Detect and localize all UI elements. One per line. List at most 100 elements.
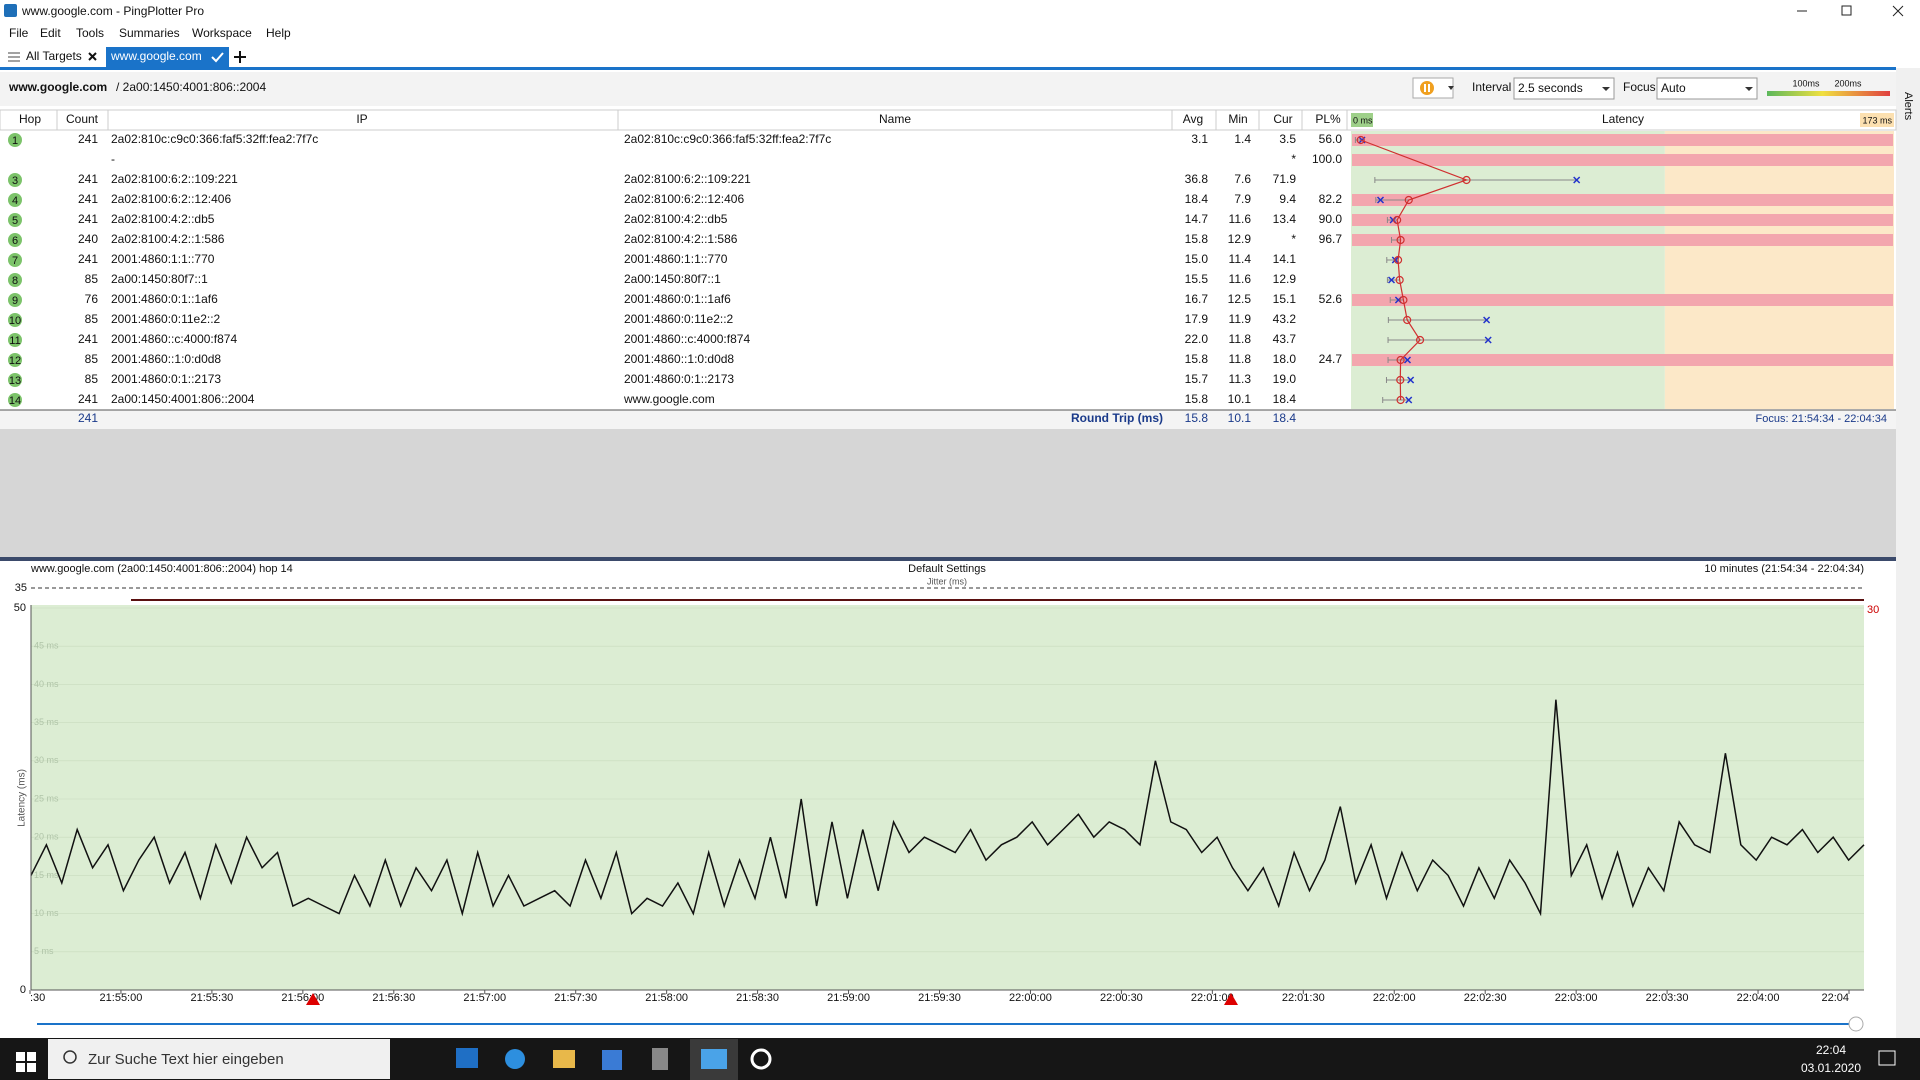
settings-icon[interactable] bbox=[750, 1048, 772, 1070]
interval-value[interactable]: 2.5 seconds bbox=[1518, 81, 1583, 95]
ip-cell: 2a02:810c:c9c0:366:faf5:32ff:fea2:7f7c bbox=[111, 132, 318, 146]
pause-icon bbox=[1420, 81, 1434, 95]
avg-marker bbox=[1393, 215, 1402, 225]
notifications[interactable] bbox=[1878, 1050, 1896, 1066]
hop-number: 4 bbox=[12, 195, 18, 207]
cur-cell: 43.7 bbox=[1273, 332, 1297, 346]
cur-cell: 19.0 bbox=[1273, 372, 1297, 386]
scroll-thumb[interactable] bbox=[1848, 1016, 1864, 1032]
splitter[interactable] bbox=[0, 557, 1896, 561]
ip-cell: 2001:4860:1:1::770 bbox=[111, 252, 215, 266]
tab[interactable]: www.google.com bbox=[110, 49, 202, 63]
column-header[interactable]: Avg bbox=[1183, 112, 1203, 126]
active-tab[interactable] bbox=[106, 47, 229, 67]
name-cell: 2a02:8100:4:2::1:586 bbox=[624, 232, 738, 246]
min-cell: 12.9 bbox=[1228, 232, 1252, 246]
hop-badge bbox=[8, 253, 22, 267]
explorer-icon[interactable] bbox=[553, 1050, 575, 1068]
packet-loss-bar bbox=[1352, 154, 1893, 166]
min-cell: 1.4 bbox=[1234, 132, 1251, 146]
pl-cell: 24.7 bbox=[1319, 352, 1343, 366]
column-header[interactable]: IP bbox=[356, 112, 367, 126]
ip-cell: 2a02:8100:4:2::1:586 bbox=[111, 232, 225, 246]
current-marker bbox=[1405, 396, 1413, 404]
ip-cell: 2001:4860::1:0:d0d8 bbox=[111, 352, 221, 366]
x-tick-label: 21:58:00 bbox=[645, 992, 688, 1004]
threshold-bar bbox=[1767, 91, 1890, 96]
min-cell: 11.8 bbox=[1229, 352, 1252, 366]
tabs-menu[interactable] bbox=[8, 52, 20, 62]
tab-close[interactable] bbox=[88, 52, 97, 61]
min-cell: 7.6 bbox=[1234, 172, 1251, 186]
column-header[interactable]: Latency bbox=[1602, 112, 1644, 126]
menu-item[interactable]: Tools bbox=[76, 26, 104, 40]
min-cell: 11.6 bbox=[1229, 212, 1252, 226]
pause-drop[interactable] bbox=[1448, 86, 1454, 90]
x-tick-label: :30 bbox=[30, 992, 45, 1004]
jitter-label: Jitter (ms) bbox=[927, 576, 967, 586]
current-marker bbox=[1376, 196, 1385, 204]
pingplotter-icon bbox=[701, 1049, 727, 1069]
search-box[interactable] bbox=[48, 1039, 390, 1079]
column-header[interactable]: Hop bbox=[19, 112, 41, 126]
table-header bbox=[0, 109, 1897, 131]
x-tick-label: 22:02:00 bbox=[1373, 992, 1416, 1004]
name-cell: 2001:4860:0:1::2173 bbox=[624, 372, 734, 386]
graph-title: www.google.com (2a00:1450:4001:806::2004… bbox=[30, 563, 293, 575]
current-marker bbox=[1407, 376, 1415, 384]
menu-item[interactable]: File bbox=[9, 26, 29, 40]
close[interactable] bbox=[1892, 5, 1904, 17]
restore[interactable] bbox=[1841, 5, 1852, 16]
current-marker bbox=[1387, 276, 1396, 284]
cur-cell: * bbox=[1291, 232, 1296, 246]
hop-number: 6 bbox=[12, 235, 18, 247]
jitter-left: 35 bbox=[15, 582, 27, 594]
start-button[interactable] bbox=[16, 1052, 36, 1072]
cur-cell: * bbox=[1291, 152, 1296, 166]
ip-cell: 2001:4860:0:1::1af6 bbox=[111, 292, 218, 306]
x-tick-label: 21:57:00 bbox=[463, 992, 506, 1004]
x-tick-label: 22:04:00 bbox=[1737, 992, 1780, 1004]
ip-cell: - bbox=[111, 152, 115, 166]
focus-select[interactable] bbox=[1656, 77, 1758, 100]
add-tab[interactable] bbox=[234, 51, 246, 63]
search-placeholder[interactable]: Zur Suche Text hier eingeben bbox=[88, 1051, 284, 1068]
x-tick-label: 22:04 bbox=[1821, 992, 1849, 1004]
ip-cell: 2001:4860::c:4000:f874 bbox=[111, 332, 237, 346]
column-header[interactable]: Count bbox=[66, 112, 99, 126]
hop-badge bbox=[8, 313, 22, 327]
focus-value[interactable]: Auto bbox=[1661, 81, 1686, 95]
hop-badge bbox=[8, 393, 22, 407]
interval-select[interactable] bbox=[1513, 77, 1615, 100]
menu-item[interactable]: Edit bbox=[40, 26, 61, 40]
y-tick-label: 50 bbox=[14, 602, 26, 614]
column-header[interactable]: PL% bbox=[1315, 112, 1341, 126]
alerts-tab[interactable]: Alerts bbox=[1902, 92, 1914, 121]
outlook-icon[interactable] bbox=[456, 1048, 478, 1068]
menu-item[interactable]: Workspace bbox=[192, 26, 252, 40]
packet-loss-bar bbox=[1352, 214, 1893, 226]
threshold-label: 200ms bbox=[1834, 78, 1862, 88]
ip-cell: 2a02:8100:4:2::db5 bbox=[111, 212, 215, 226]
hop-badge bbox=[8, 213, 22, 227]
edge-icon[interactable] bbox=[505, 1049, 525, 1069]
store-icon[interactable] bbox=[602, 1050, 622, 1070]
name-cell: 2001:4860::1:0:d0d8 bbox=[624, 352, 734, 366]
column-header[interactable]: Cur bbox=[1273, 112, 1292, 126]
interval-label: Interval bbox=[1472, 80, 1511, 94]
hop-number: 3 bbox=[12, 175, 18, 187]
y-tick-label: 20 ms bbox=[34, 832, 59, 842]
name-cell: www.google.com bbox=[623, 392, 715, 406]
x-tick-label: 22:01:00 bbox=[1191, 992, 1234, 1004]
column-header[interactable]: Name bbox=[879, 112, 911, 126]
menu-item[interactable]: Help bbox=[266, 26, 291, 40]
avg-marker bbox=[1415, 335, 1425, 345]
x-tick-label: 22:03:00 bbox=[1555, 992, 1598, 1004]
hop-badge bbox=[8, 273, 22, 287]
calculator-icon[interactable] bbox=[652, 1048, 668, 1070]
column-header[interactable]: Min bbox=[1228, 112, 1247, 126]
menu-item[interactable]: Summaries bbox=[119, 26, 180, 40]
avg-cell: 15.8 bbox=[1185, 352, 1209, 366]
tab[interactable]: All Targets bbox=[26, 49, 82, 63]
packet-loss-bar bbox=[1352, 194, 1893, 206]
